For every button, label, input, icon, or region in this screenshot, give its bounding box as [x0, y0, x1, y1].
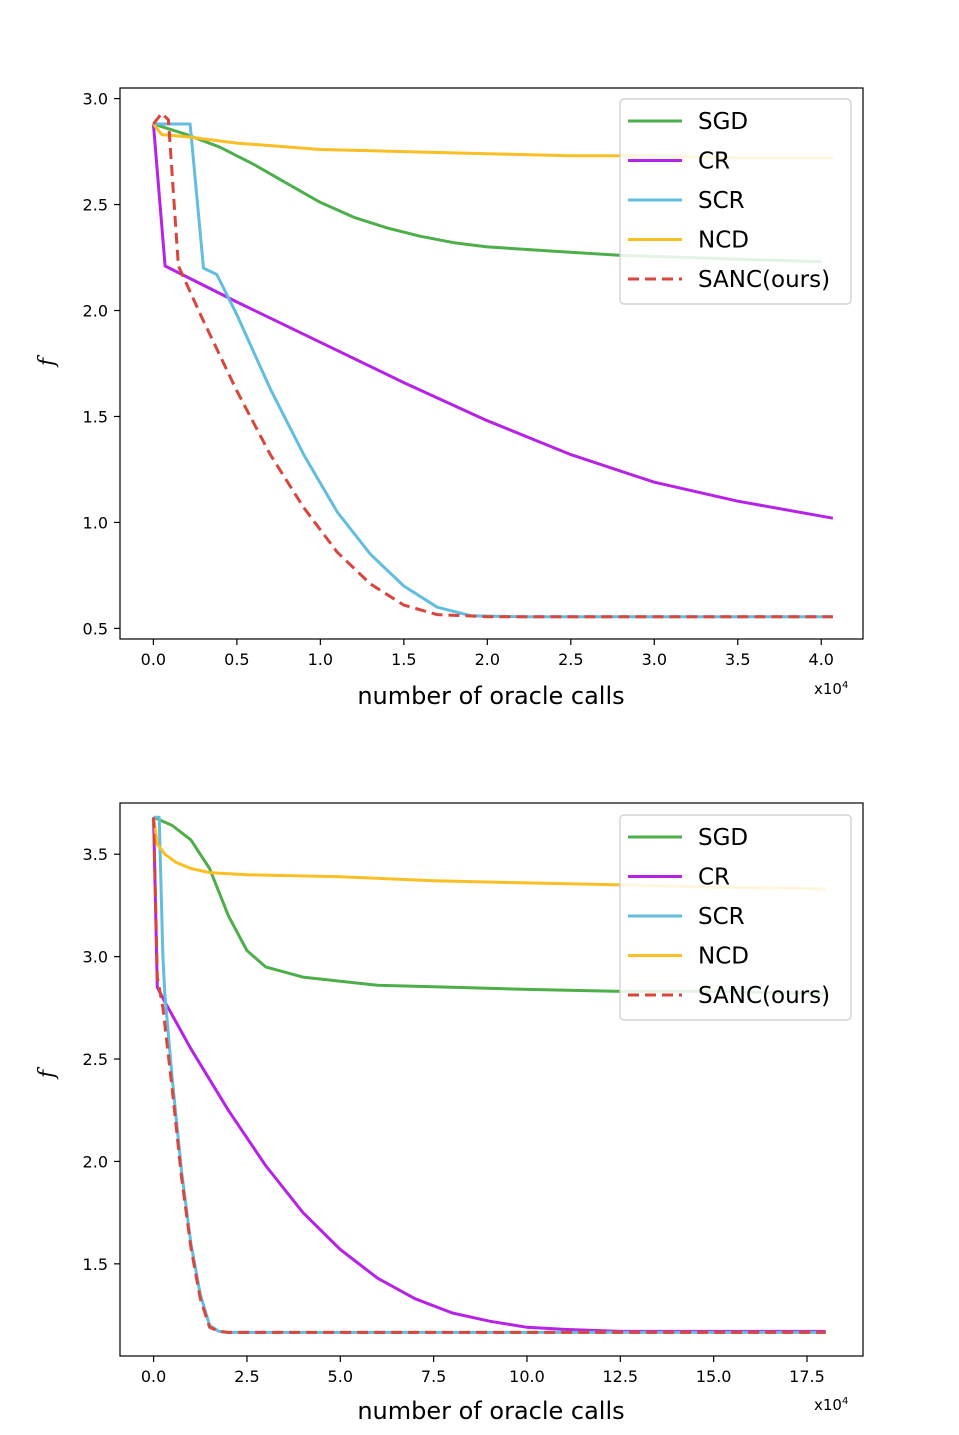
x-tick-label: 10.0 [509, 1367, 545, 1386]
series-line-sgd [152, 815, 826, 995]
ticks-bottom: 0.0 2.5 5.0 7.5 10.0 12.5 15.0 17.5 1.5 2.0 2.5 3.0… [83, 845, 825, 1386]
x-tick-label: 3.5 [725, 650, 750, 669]
x-tick-label: 3.0 [642, 650, 667, 669]
x-tick-label: 0.0 [141, 1367, 166, 1386]
x-multiplier-top: x104 [814, 680, 848, 698]
x-tick-label: 2.5 [558, 650, 583, 669]
x-tick-label: 1.5 [391, 650, 416, 669]
legend-label: NCD [698, 228, 749, 254]
series-line-sanc-ours [152, 111, 833, 619]
x-tick-label: 12.5 [602, 1367, 638, 1386]
legend-label: SGD [698, 825, 748, 851]
legend-label: CR [698, 149, 730, 175]
x-tick-label: 0.5 [224, 650, 249, 669]
y-tick-label: 1.5 [83, 407, 108, 426]
y-tick-label: 2.0 [83, 1152, 108, 1171]
series-line-cr [151, 123, 834, 520]
plot-frame-bottom [119, 802, 864, 1357]
y-tick-label: 2.0 [83, 302, 108, 321]
x-axis-label-top: number of oracle calls [357, 682, 624, 710]
y-tick-label: 2.5 [83, 196, 108, 215]
ticks-top: 0.0 0.5 1.0 1.5 2.0 2.5 3.0 3.5 4.0 0.5 1.0 1.5 2.0 2… [83, 90, 834, 669]
y-tick-label: 1.5 [83, 1255, 108, 1274]
x-tick-label: 15.0 [696, 1367, 732, 1386]
plot-frame-top [119, 87, 864, 640]
y-axis-label-bottom: f [35, 1066, 60, 1080]
legend-top: SGD CR SCR NCD SANC(ours) [619, 98, 852, 305]
legend-bottom: SGD CR SCR NCD SANC(ours) [619, 814, 852, 1021]
series-line-scr [153, 815, 826, 1334]
plot-lines-bottom [152, 815, 826, 1334]
legend-label: SCR [698, 188, 745, 214]
x-tick-label: 7.5 [421, 1367, 446, 1386]
legend-box [619, 98, 852, 305]
series-line-cr [152, 817, 826, 1333]
x-tick-label: 2.5 [234, 1367, 259, 1386]
y-tick-label: 2.5 [83, 1050, 108, 1069]
x-tick-label: 4.0 [809, 650, 834, 669]
x-axis-label-bottom: number of oracle calls [357, 1397, 624, 1425]
chart-bottom: 0.0 2.5 5.0 7.5 10.0 12.5 15.0 17.5 1.5 2.0 2.5 3.0… [35, 802, 864, 1425]
x-tick-label: 0.0 [141, 650, 166, 669]
x-tick-label: 2.0 [475, 650, 500, 669]
x-tick-label: 1.0 [308, 650, 333, 669]
legend-label: SANC(ours) [698, 267, 830, 293]
y-tick-label: 3.5 [83, 845, 108, 864]
series-line-sanc-ours [152, 817, 826, 1334]
y-tick-label: 1.0 [83, 513, 108, 532]
legend-label: SANC(ours) [698, 983, 830, 1009]
legend-box [619, 814, 852, 1021]
legend-label: NCD [698, 944, 749, 970]
legend-label: SGD [698, 109, 748, 135]
chart-top: 0.0 0.5 1.0 1.5 2.0 2.5 3.0 3.5 4.0 0.5 1.0 1.5 2.0 2… [35, 87, 864, 710]
y-axis-label-top: f [35, 354, 60, 368]
y-tick-label: 0.5 [83, 619, 108, 638]
y-tick-label: 3.0 [83, 948, 108, 967]
legend-label: SCR [698, 904, 745, 930]
x-multiplier-bottom: x104 [814, 1396, 848, 1414]
y-tick-label: 3.0 [83, 90, 108, 109]
x-tick-label: 5.0 [328, 1367, 353, 1386]
x-tick-label: 17.5 [789, 1367, 825, 1386]
legend-label: CR [698, 865, 730, 891]
